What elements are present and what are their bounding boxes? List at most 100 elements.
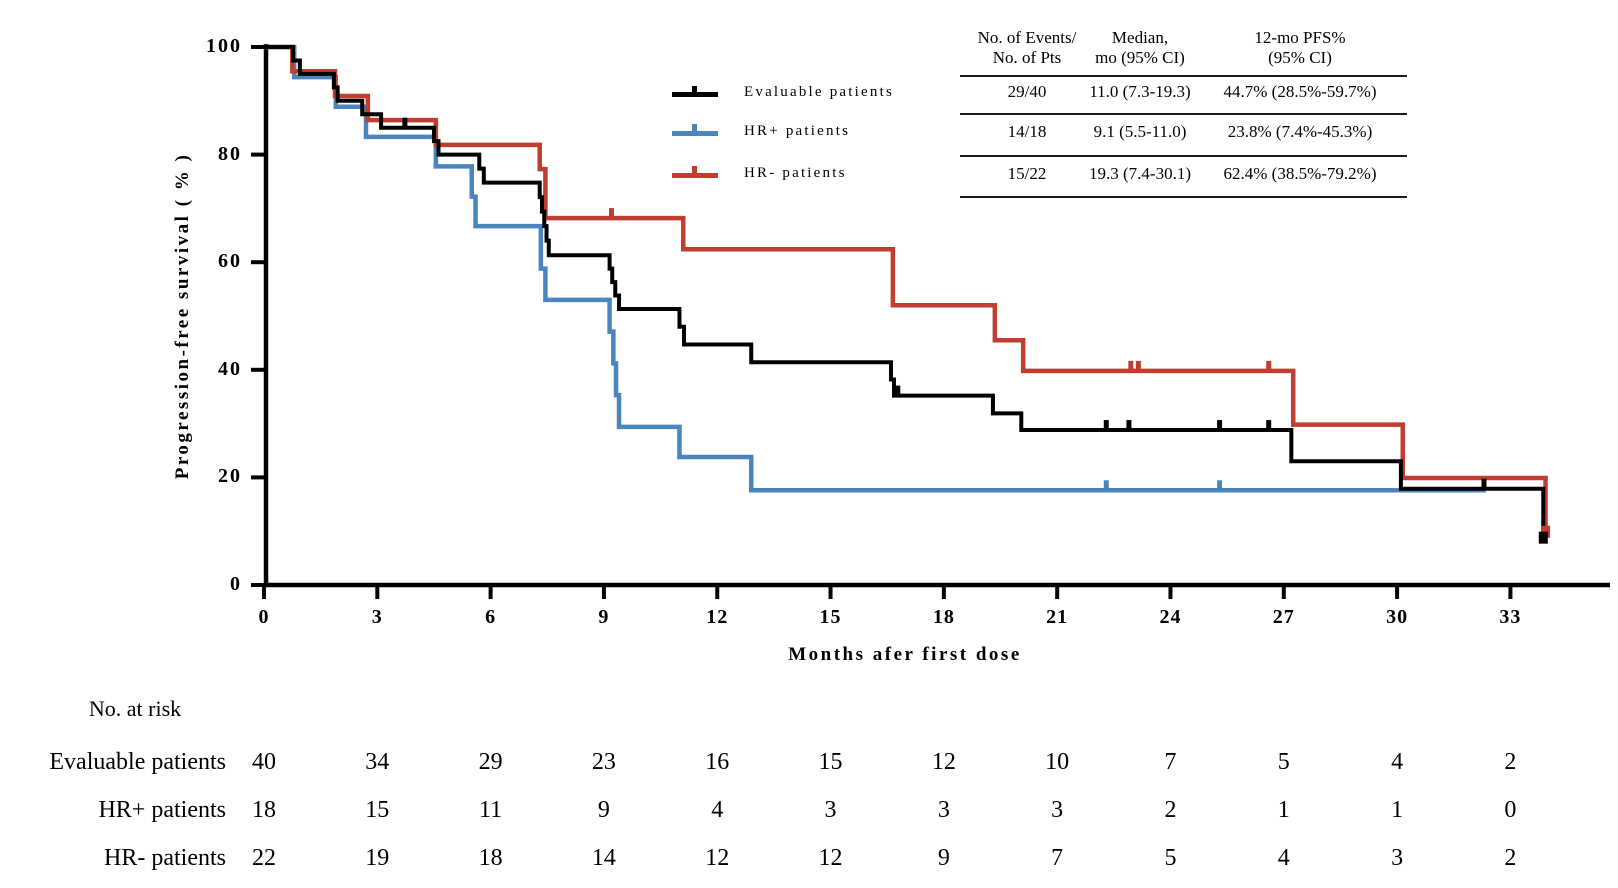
stats-col-header-median: Median, mo (95% CI) [1070,28,1210,68]
legend-line [672,92,718,97]
stats-median-hr-neg: 19.3 (7.4-30.1) [1089,164,1191,183]
y-tick-label: 80 [218,142,242,165]
risk-table-title: No. at risk [88,696,182,721]
stats-header-line: Median, [1111,28,1169,47]
risk-value: 9 [597,797,610,823]
risk-value: 18 [252,797,276,823]
stats-events-hr-pos: 14/18 [1007,122,1047,141]
legend-label: Evaluable patients [744,83,894,100]
risk-value: 18 [478,845,503,871]
legend-censor-tick [692,166,697,175]
x-tick-label: 6 [485,606,497,628]
censor-tick [1217,480,1223,490]
x-tick-label: 30 [1386,606,1409,628]
risk-value: 3 [937,797,950,823]
censor-tick [1103,480,1109,490]
stats-col-header-pfs: 12-mo PFS% (95% CI) [1195,28,1405,68]
legend-line [672,131,718,136]
axis-tick-marks [251,45,1513,599]
stats-median-evaluable: 11.0 (7.3-19.3) [1089,82,1191,101]
km-curve-evaluable-patients [264,45,1546,538]
x-tick-label: 0 [258,606,270,628]
censor-tick [402,117,408,127]
stats-median-hr-pos: 9.1 (5.5-11.0) [1093,122,1187,141]
risk-value: 22 [252,845,276,871]
stats-header-line: mo (95% CI) [1095,48,1185,67]
censor-tick [895,385,901,395]
censor-tick [1266,360,1272,370]
risk-value: 4 [711,797,724,823]
censor-tick [1481,478,1487,488]
stats-header-line: (95% CI) [1268,48,1332,67]
legend-label: HR- patients [744,164,847,181]
risk-value: 34 [365,749,390,775]
y-tick-label: 100 [206,35,242,57]
stats-events-hr-neg: 15/22 [1007,164,1047,183]
legend-item-hr-neg: HR- patients [672,164,847,182]
risk-value: 40 [252,749,276,775]
survival-curves [264,44,1548,538]
censor-tick [608,208,614,218]
x-tick-label: 27 [1272,606,1295,628]
legend-censor-tick [692,86,697,94]
y-tick-label: 20 [218,465,242,488]
censor-tick [1103,420,1109,430]
risk-value: 15 [365,797,390,823]
risk-value: 14 [591,845,616,871]
risk-value: 16 [705,749,730,775]
y-tick-label: 60 [218,250,242,273]
legend-marker-evaluable [672,86,718,97]
risk-value: 29 [478,749,503,775]
stats-col-header-events: No. of Events/ No. of Pts [952,28,1102,68]
risk-value: 19 [365,845,390,871]
x-axis-title: Months afer first dose [788,644,1022,665]
stats-events-evaluable: 29/40 [1007,82,1047,101]
legend-marker-hr-neg [672,166,718,178]
x-tick-label: 24 [1159,606,1182,628]
censor-tick [1128,360,1134,370]
legend-censor-tick [692,124,697,133]
risk-value: 15 [818,749,843,775]
x-tick-label: 9 [598,606,610,628]
stats-pfs-hr-pos: 23.8% (7.4%-45.3%) [1227,122,1373,141]
risk-value: 7 [1164,749,1177,775]
stats-header-line: 12-mo PFS% [1254,28,1346,47]
km-curve-hr-patients [264,44,1548,532]
risk-value: 23 [591,749,616,775]
risk-value: 3 [1051,797,1064,823]
risk-value: 4 [1277,845,1290,871]
end-censor-marker [1538,531,1548,544]
risk-value: 10 [1045,749,1070,775]
risk-value: 4 [1391,749,1404,775]
risk-value: 12 [705,845,730,871]
risk-value: 3 [824,797,837,823]
stats-header-line: No. of Pts [992,48,1062,67]
risk-value: 2 [1164,797,1177,823]
legend-item-evaluable: Evaluable patients [672,83,894,101]
risk-row-label-hr-pos: HR+ patients [98,797,226,823]
risk-value: 12 [931,749,956,775]
legend-line [672,173,718,178]
risk-row-label-evaluable: Evaluable patients [49,749,226,775]
risk-value: 11 [479,797,503,823]
censor-tick [1266,420,1272,430]
censor-tick [1217,420,1223,430]
x-tick-label: 21 [1046,606,1069,628]
censor-tick [1126,420,1132,430]
x-tick-label: 3 [371,606,383,628]
risk-value: 1 [1391,797,1404,823]
censor-marks [402,117,1551,544]
risk-value: 1 [1277,797,1290,823]
stats-pfs-evaluable: 44.7% (28.5%-59.7%) [1223,82,1377,101]
risk-value: 2 [1504,749,1517,775]
y-axis-title: Progression-free survival ( % ) [172,152,193,480]
stats-rule-bottom [960,196,1407,198]
risk-row-label-hr-neg: HR- patients [104,845,226,871]
risk-value: 9 [937,845,950,871]
risk-value: 2 [1504,845,1517,871]
risk-value: 5 [1277,749,1290,775]
x-tick-label: 15 [819,606,842,628]
censor-tick [1135,360,1141,370]
legend-marker-hr-pos [672,124,718,136]
